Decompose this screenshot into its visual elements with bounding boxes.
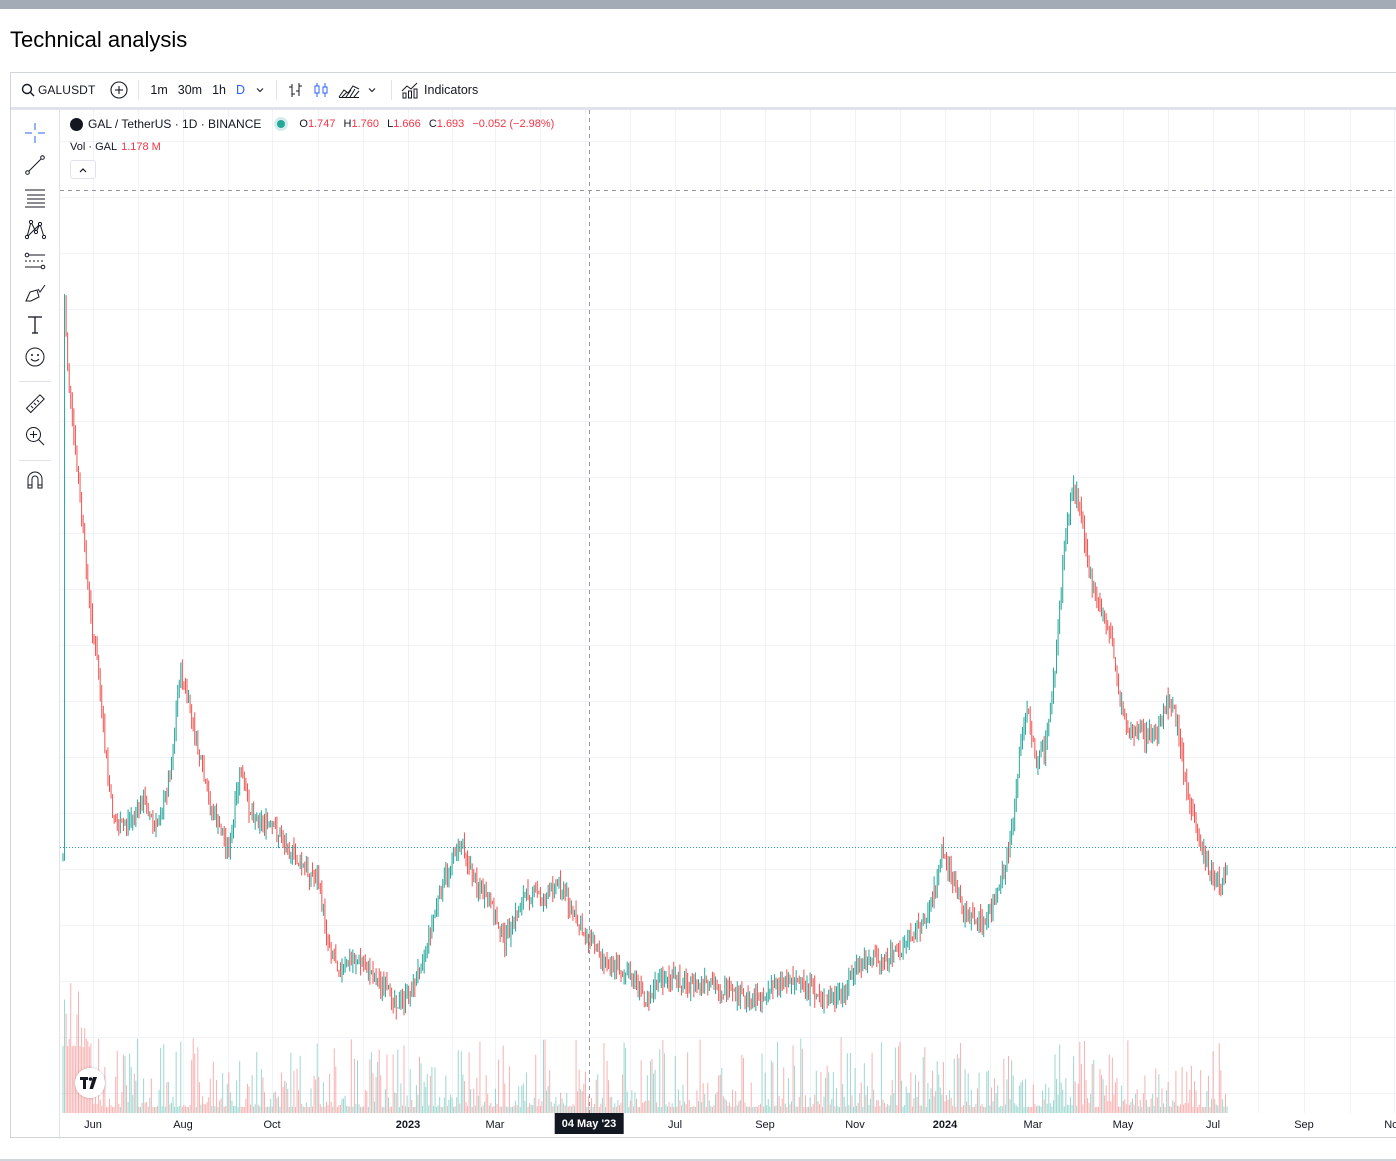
toolbar-separator	[138, 80, 140, 100]
add-compare-icon	[110, 81, 128, 99]
trend-line-tool[interactable]	[22, 152, 48, 178]
symbol-description: GAL / TetherUS · 1D · BINANCE	[88, 117, 262, 131]
tradingview-logo[interactable]	[75, 1068, 105, 1098]
time-tick: Jul	[667, 1119, 683, 1131]
grid-lines	[60, 110, 1396, 1113]
symbol-name: GALUSDT	[38, 83, 96, 97]
time-tick: 2023	[395, 1119, 421, 1131]
top-bar	[0, 0, 1396, 9]
low-label: L	[387, 118, 394, 130]
pattern-icon	[24, 219, 46, 240]
drawing-toolbar	[11, 110, 60, 1139]
crosshair-date-label: 04 May '23	[554, 1113, 624, 1134]
crosshair-tool[interactable]	[22, 120, 48, 146]
ruler-icon	[25, 394, 45, 414]
emoji-tool[interactable]	[22, 344, 48, 370]
volume-value: 1.178 M	[121, 141, 161, 153]
toolbar-separator	[391, 80, 393, 100]
time-tick: Mar	[485, 1119, 505, 1131]
chart-widget: GALUSDT 1m 30m 1h D Indicators	[10, 72, 1396, 1139]
series-legend: GAL / TetherUS · 1D · BINANCE O1.747 H1.…	[70, 117, 559, 131]
time-tick: Mar	[1023, 1119, 1043, 1131]
time-tick: 2024	[932, 1119, 958, 1131]
toolbar-separator	[19, 381, 51, 382]
prediction-icon	[24, 252, 46, 270]
tradingview-logo-icon	[80, 1077, 97, 1089]
chevron-down-icon[interactable]	[366, 84, 378, 96]
time-tick: Nov	[845, 1119, 865, 1131]
toolbar-separator	[276, 80, 278, 100]
emoji-icon	[25, 347, 45, 367]
text-icon	[28, 316, 42, 334]
pattern-tool[interactable]	[22, 216, 48, 242]
volume-legend: Vol · GAL 1.178 M	[70, 141, 161, 153]
interval-30m[interactable]: 30m	[177, 83, 203, 97]
chevron-up-icon	[79, 167, 87, 172]
chart-toolbar: GALUSDT 1m 30m 1h D Indicators	[11, 73, 1396, 110]
time-tick: Sep	[755, 1119, 775, 1131]
crosshair-icon	[25, 123, 45, 143]
price-chart[interactable]	[60, 110, 1396, 1139]
zoom-in-icon	[26, 427, 45, 446]
trend-line-icon	[25, 155, 45, 175]
prediction-tool[interactable]	[22, 248, 48, 274]
open-value: 1.747	[307, 118, 336, 130]
time-tick: May	[1112, 1119, 1134, 1131]
chart-pane[interactable]: GAL / TetherUS · 1D · BINANCE O1.747 H1.…	[60, 110, 1396, 1139]
indicators-label: Indicators	[424, 83, 479, 97]
candles	[62, 294, 1228, 1020]
market-status-icon	[277, 120, 286, 128]
toolbar-separator	[19, 460, 51, 461]
low-value: 1.666	[393, 118, 421, 130]
time-tick: Aug	[173, 1119, 193, 1131]
chart-style-group	[281, 73, 383, 107]
collapse-legend-button[interactable]	[70, 160, 96, 179]
area-chart-icon[interactable]	[338, 81, 360, 99]
magnet-icon	[27, 471, 43, 489]
search-icon	[21, 83, 35, 97]
symbol-search[interactable]: GALUSDT	[11, 73, 100, 107]
time-tick: Jul	[1205, 1119, 1221, 1131]
volume-label: Vol · GAL	[70, 141, 118, 153]
ruler-tool[interactable]	[22, 391, 48, 417]
time-axis[interactable]: Jun Aug Oct 2023 Mar Jul Sep Nov 2024 Mar May Jul Se…	[60, 1113, 1396, 1139]
volume-bars	[62, 983, 1228, 1113]
close-value: 1.693	[436, 118, 465, 130]
interval-1h[interactable]: 1h	[212, 83, 226, 97]
coin-logo-icon	[70, 117, 83, 131]
chevron-down-icon[interactable]	[254, 84, 266, 96]
time-tick: Sep	[1294, 1119, 1314, 1131]
bottom-divider	[0, 1159, 1396, 1161]
brush-tool[interactable]	[22, 280, 48, 306]
time-tick: Oct	[263, 1119, 281, 1131]
candles-icon[interactable]	[312, 81, 330, 99]
time-tick: Nov	[1384, 1119, 1396, 1131]
interval-d[interactable]: D	[236, 83, 246, 97]
magnet-tool[interactable]	[22, 467, 48, 493]
bar-chart-icon[interactable]	[286, 81, 304, 99]
open-label: O	[299, 118, 308, 130]
indicators-button[interactable]: Indicators	[396, 73, 483, 107]
high-label: H	[343, 118, 352, 130]
time-tick: Jun	[84, 1119, 102, 1131]
indicators-icon	[401, 82, 418, 99]
fib-icon	[25, 189, 45, 208]
interval-1m[interactable]: 1m	[150, 83, 168, 97]
brush-icon	[25, 284, 46, 302]
close-label: C	[428, 118, 437, 130]
page-title: Technical analysis	[10, 27, 188, 52]
high-value: 1.760	[351, 118, 380, 130]
ohlc-values: O1.747 H1.760 L1.666 C1.693 −0.052 (−2.9…	[299, 118, 559, 130]
text-tool[interactable]	[22, 312, 48, 338]
interval-group: 1m 30m 1h D	[143, 73, 268, 107]
compare-button[interactable]	[100, 73, 134, 107]
change-value: −0.052 (−2.98%)	[472, 118, 555, 130]
zoom-in-tool[interactable]	[22, 423, 48, 449]
fib-tool[interactable]	[22, 184, 48, 210]
